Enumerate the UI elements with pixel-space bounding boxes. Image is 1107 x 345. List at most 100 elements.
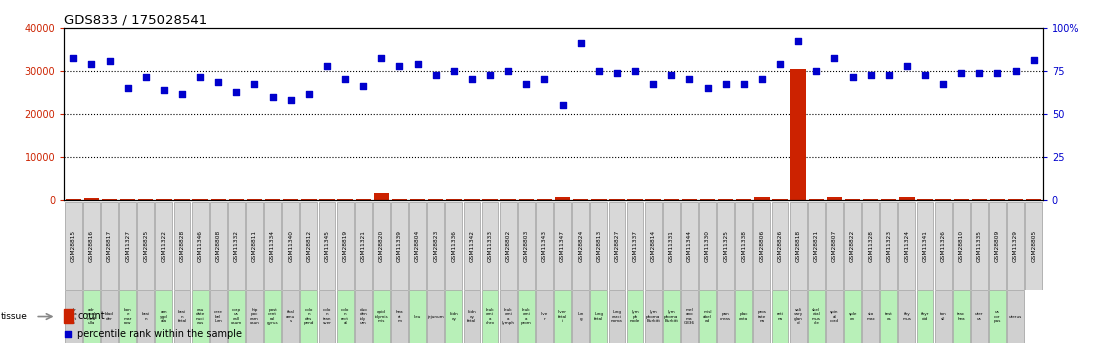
Text: sto
mac: sto mac — [866, 312, 875, 321]
Text: GSM28808: GSM28808 — [216, 230, 220, 262]
Bar — [102, 199, 117, 200]
Text: GSM11330: GSM11330 — [705, 230, 710, 262]
Point — [934, 81, 952, 87]
Bar — [247, 199, 262, 200]
FancyBboxPatch shape — [410, 202, 426, 290]
Text: colo
n
des
pend: colo n des pend — [303, 308, 314, 325]
Text: GSM11327: GSM11327 — [125, 230, 131, 262]
Bar — [663, 199, 679, 200]
FancyBboxPatch shape — [445, 202, 463, 290]
Text: thal
amu
s: thal amu s — [286, 310, 296, 323]
FancyBboxPatch shape — [427, 290, 444, 343]
FancyBboxPatch shape — [536, 290, 552, 343]
FancyBboxPatch shape — [210, 290, 227, 343]
Point — [861, 72, 879, 78]
Point — [300, 92, 318, 97]
FancyBboxPatch shape — [917, 202, 933, 290]
FancyBboxPatch shape — [337, 290, 353, 343]
Text: GSM11344: GSM11344 — [687, 230, 692, 262]
Bar — [555, 197, 570, 200]
Text: live
r: live r — [541, 312, 548, 321]
Text: thy
mus: thy mus — [902, 312, 911, 321]
FancyBboxPatch shape — [65, 290, 82, 343]
FancyBboxPatch shape — [754, 290, 770, 343]
FancyBboxPatch shape — [735, 202, 753, 290]
Text: colo
n
rect
al: colo n rect al — [341, 308, 350, 325]
Point — [572, 40, 590, 46]
Text: adr
ena
cort
ex: adr ena cort ex — [70, 308, 77, 325]
FancyBboxPatch shape — [989, 290, 1006, 343]
Text: lym
phoma
Burkitt: lym phoma Burkitt — [646, 310, 661, 323]
Text: GSM28805: GSM28805 — [1032, 230, 1036, 262]
Bar — [392, 199, 407, 200]
FancyBboxPatch shape — [717, 202, 734, 290]
Text: uterus: uterus — [1008, 315, 1022, 318]
Text: GSM28817: GSM28817 — [107, 230, 112, 262]
Point — [898, 63, 915, 69]
FancyBboxPatch shape — [953, 202, 970, 290]
Text: GSM28824: GSM28824 — [578, 230, 583, 262]
Bar — [428, 199, 444, 200]
Text: GSM11326: GSM11326 — [941, 230, 945, 262]
FancyBboxPatch shape — [717, 290, 734, 343]
Bar — [808, 199, 824, 200]
Bar — [863, 199, 878, 200]
Text: GSM11341: GSM11341 — [922, 230, 928, 262]
Point — [627, 68, 644, 73]
Bar — [736, 199, 752, 200]
Text: count: count — [77, 312, 105, 321]
FancyBboxPatch shape — [137, 202, 154, 290]
FancyBboxPatch shape — [282, 202, 299, 290]
Text: lym
phoma
Burkitt: lym phoma Burkitt — [664, 310, 679, 323]
Bar — [682, 199, 697, 200]
Text: GSM11343: GSM11343 — [542, 230, 547, 262]
Bar — [193, 199, 208, 200]
Text: leuk
emi
a
prom: leuk emi a prom — [521, 308, 531, 325]
Text: GSM11340: GSM11340 — [288, 230, 293, 262]
Text: bon
e
mar
row: bon e mar row — [124, 308, 132, 325]
FancyBboxPatch shape — [427, 202, 444, 290]
FancyBboxPatch shape — [899, 202, 915, 290]
Text: duo
den
idy
um: duo den idy um — [360, 308, 368, 325]
FancyBboxPatch shape — [663, 290, 680, 343]
Text: GSM28811: GSM28811 — [252, 230, 257, 262]
Bar — [64, 309, 72, 323]
Point — [192, 75, 209, 80]
FancyBboxPatch shape — [499, 202, 517, 290]
FancyBboxPatch shape — [1025, 202, 1042, 290]
FancyBboxPatch shape — [609, 290, 625, 343]
Text: post
cent
ral
gyrus: post cent ral gyrus — [267, 308, 279, 325]
Text: GSM11328: GSM11328 — [868, 230, 873, 262]
FancyBboxPatch shape — [536, 202, 552, 290]
Text: uter
us: uter us — [975, 312, 984, 321]
Bar — [156, 199, 172, 200]
Bar — [210, 199, 226, 200]
Point — [644, 81, 662, 87]
FancyBboxPatch shape — [681, 290, 697, 343]
FancyBboxPatch shape — [700, 202, 716, 290]
Point — [971, 70, 989, 76]
Text: pan
creas: pan creas — [721, 312, 731, 321]
FancyBboxPatch shape — [445, 290, 463, 343]
Text: lun
g: lun g — [578, 312, 583, 321]
FancyBboxPatch shape — [663, 202, 680, 290]
Point — [608, 70, 625, 76]
Text: GDS833 / 175028541: GDS833 / 175028541 — [64, 14, 207, 27]
Text: us
cor
pus: us cor pus — [994, 310, 1001, 323]
Bar — [120, 199, 135, 200]
Bar — [881, 199, 897, 200]
Point — [137, 75, 155, 80]
Text: brai
n
fetal: brai n fetal — [177, 310, 187, 323]
FancyBboxPatch shape — [555, 290, 571, 343]
Text: GSM11321: GSM11321 — [361, 230, 365, 262]
FancyBboxPatch shape — [174, 202, 190, 290]
Bar — [935, 199, 951, 200]
Text: GSM11325: GSM11325 — [723, 230, 728, 262]
Text: lung
carci
noma: lung carci noma — [611, 310, 623, 323]
FancyBboxPatch shape — [155, 202, 173, 290]
FancyBboxPatch shape — [880, 290, 897, 343]
FancyBboxPatch shape — [300, 290, 318, 343]
Text: colo
n
tran
sver: colo n tran sver — [322, 308, 331, 325]
FancyBboxPatch shape — [590, 290, 608, 343]
Point — [499, 68, 517, 73]
